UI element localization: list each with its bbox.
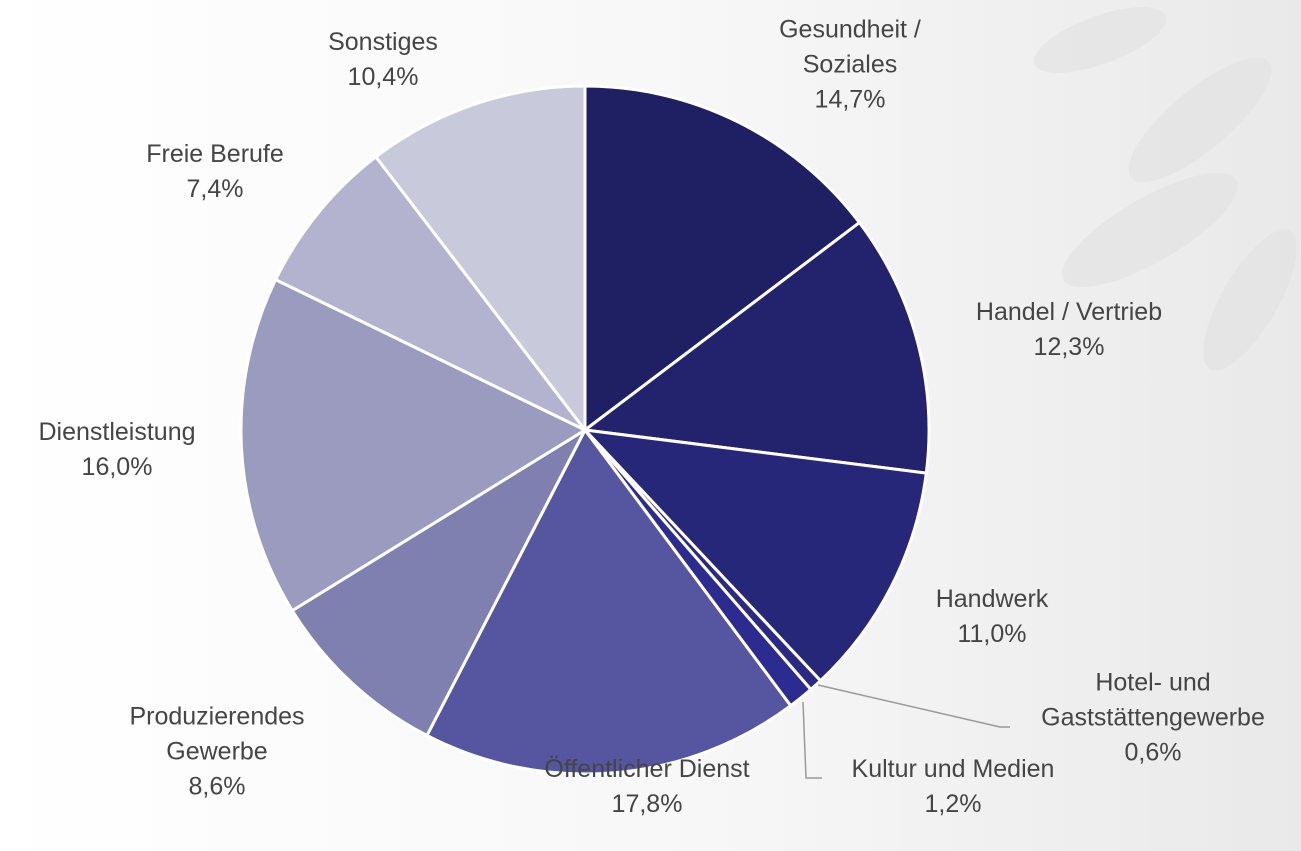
value-label: 10,4% <box>328 60 438 95</box>
category-label: Handwerk <box>936 582 1049 617</box>
category-label: Öffentlicher Dienst <box>544 752 749 787</box>
category-label: Sonstiges <box>328 25 438 60</box>
category-label: Dienstleistung <box>38 415 195 450</box>
value-label: 17,8% <box>544 787 749 822</box>
category-label: Hotel- und Gaststättengewerbe <box>1008 666 1298 736</box>
value-label: 8,6% <box>97 770 337 805</box>
category-label: Handel / Vertrieb <box>976 295 1162 330</box>
page: Gesundheit / Soziales14,7% Handel / Vertr… <box>0 0 1301 851</box>
leader-line <box>803 702 822 778</box>
value-label: 12,3% <box>976 330 1162 365</box>
category-label: Produzierendes Gewerbe <box>97 700 337 770</box>
category-label: Gesundheit / Soziales <box>755 13 945 83</box>
value-label: 7,4% <box>146 172 284 207</box>
value-label: 16,0% <box>38 450 195 485</box>
category-label: Freie Berufe <box>146 137 284 172</box>
value-label: 14,7% <box>755 83 945 118</box>
value-label: 11,0% <box>936 617 1049 652</box>
leader-line <box>818 685 1010 727</box>
category-label: Kultur und Medien <box>852 752 1055 787</box>
value-label: 1,2% <box>852 787 1055 822</box>
